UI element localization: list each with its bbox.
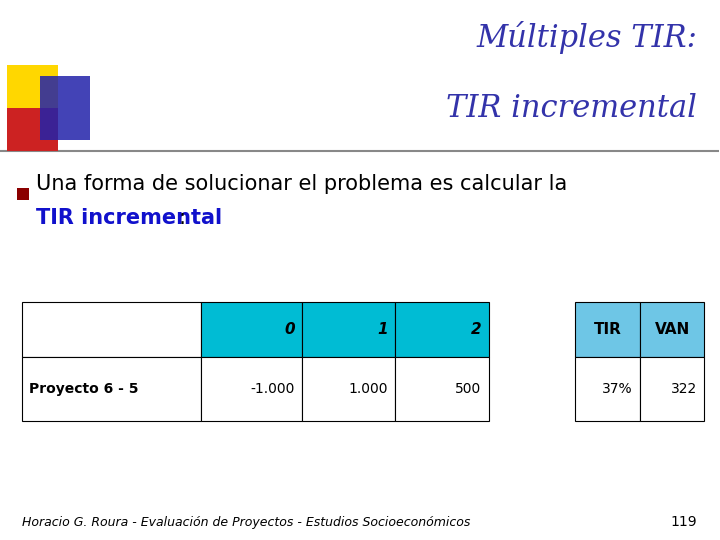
Text: 322: 322 (671, 382, 697, 396)
FancyBboxPatch shape (575, 302, 640, 357)
Text: -1.000: -1.000 (251, 382, 294, 396)
FancyBboxPatch shape (640, 357, 704, 421)
FancyBboxPatch shape (302, 302, 395, 357)
Text: 1: 1 (377, 322, 388, 337)
FancyBboxPatch shape (395, 357, 489, 421)
FancyBboxPatch shape (640, 302, 704, 357)
Text: :: : (179, 208, 185, 228)
Text: 2: 2 (471, 322, 482, 337)
Text: 0: 0 (284, 322, 294, 337)
Text: TIR incremental: TIR incremental (36, 208, 222, 228)
FancyBboxPatch shape (7, 65, 58, 108)
FancyBboxPatch shape (40, 76, 90, 140)
Text: Proyecto 6 - 5: Proyecto 6 - 5 (29, 382, 138, 396)
FancyBboxPatch shape (7, 108, 58, 151)
FancyBboxPatch shape (202, 302, 302, 357)
FancyBboxPatch shape (575, 357, 640, 421)
Text: 1.000: 1.000 (348, 382, 388, 396)
Text: 500: 500 (455, 382, 482, 396)
Text: Una forma de solucionar el problema es calcular la: Una forma de solucionar el problema es c… (36, 174, 567, 194)
FancyBboxPatch shape (395, 302, 489, 357)
FancyBboxPatch shape (202, 357, 302, 421)
Text: 37%: 37% (602, 382, 633, 396)
Text: TIR: TIR (593, 322, 621, 337)
FancyBboxPatch shape (17, 188, 30, 200)
Text: TIR incremental: TIR incremental (446, 93, 697, 124)
FancyBboxPatch shape (22, 357, 202, 421)
FancyBboxPatch shape (302, 357, 395, 421)
FancyBboxPatch shape (22, 302, 202, 357)
Text: 119: 119 (670, 515, 697, 529)
Text: VAN: VAN (654, 322, 690, 337)
Text: Horacio G. Roura - Evaluación de Proyectos - Estudios Socioeconómicos: Horacio G. Roura - Evaluación de Proyect… (22, 516, 470, 529)
Text: Múltiples TIR:: Múltiples TIR: (477, 21, 697, 54)
